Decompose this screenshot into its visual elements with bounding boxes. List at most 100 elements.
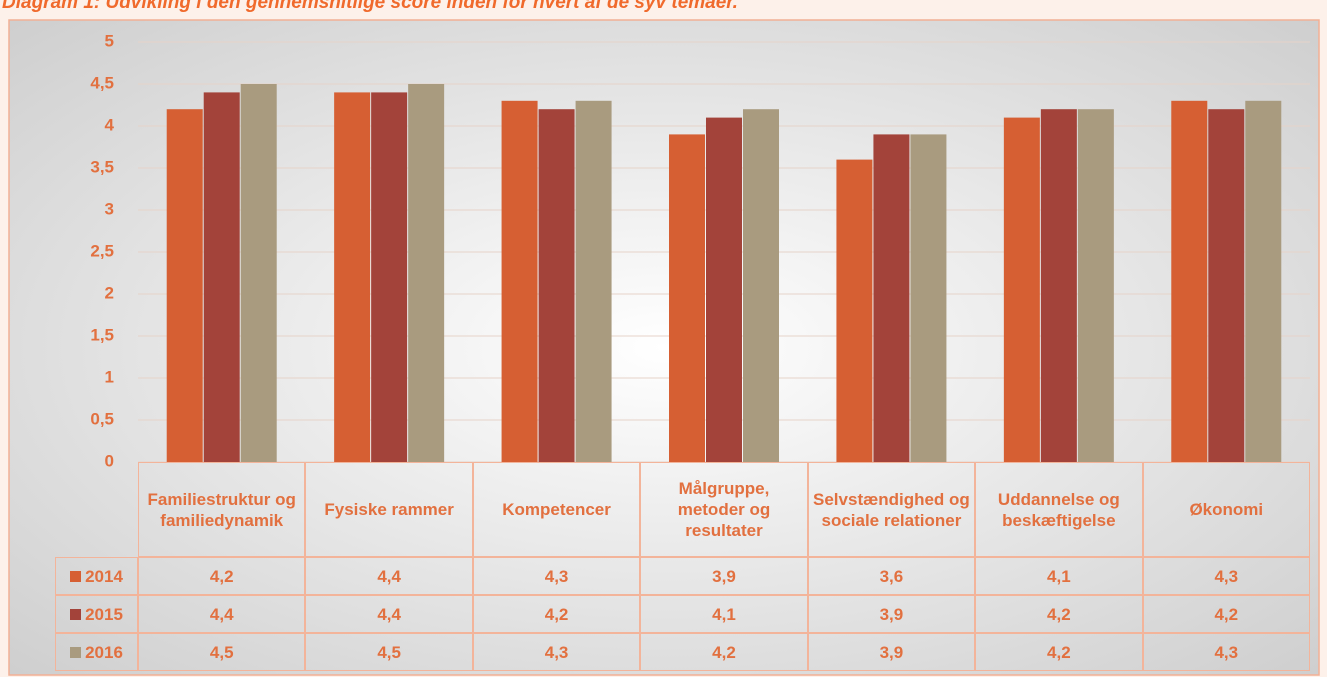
legend-entry: 2014 <box>55 557 138 595</box>
y-tick-label: 0 <box>105 451 114 470</box>
bar <box>166 109 203 462</box>
y-tick-label: 2,5 <box>90 241 114 260</box>
bar <box>1077 109 1114 462</box>
data-label-text: 4,3 <box>1214 566 1239 586</box>
x-tick-label-text: Fysiske rammer <box>324 500 454 519</box>
data-label-text: 4,2 <box>209 566 234 586</box>
bar <box>743 109 779 462</box>
x-tick-label: Selvstændighed og sociale relationer <box>807 462 976 557</box>
bar <box>501 100 538 463</box>
legend-entry: 2016 <box>55 633 138 671</box>
data-label: 4,2 <box>975 595 1143 633</box>
y-tick-label: 0,5 <box>90 409 114 428</box>
bar <box>910 134 947 462</box>
data-label-text: 4,2 <box>1047 642 1071 662</box>
legend-entry: 2015 <box>55 595 138 633</box>
data-label: 4,5 <box>305 633 473 671</box>
x-tick-label-text: Familiestruktur og familiedynamik <box>147 489 296 530</box>
chart-title: Diagram 1: Udvikling i den gennemsnitlig… <box>2 0 738 13</box>
data-label-text: 4,2 <box>1047 604 1071 624</box>
data-label-text: 3,9 <box>712 566 736 586</box>
data-label-text: 4,1 <box>1047 566 1071 586</box>
x-tick-label: Målgruppe, metoder og resultater <box>640 462 808 557</box>
y-tick-label: 1 <box>105 367 114 386</box>
data-label: 4,4 <box>305 595 473 633</box>
data-label: 4,3 <box>472 557 641 595</box>
data-label-text: 4,2 <box>544 604 569 624</box>
data-label: 3,9 <box>807 595 976 633</box>
bar <box>669 134 705 462</box>
x-tick-label-text: Målgruppe, metoder og resultater <box>677 479 771 540</box>
data-label: 4,2 <box>640 633 808 671</box>
data-label: 4,3 <box>1142 633 1310 671</box>
x-tick-label: Uddannelse og beskæftigelse <box>975 462 1143 557</box>
bar <box>538 109 575 462</box>
data-label: 4,4 <box>305 557 473 595</box>
bar <box>203 92 240 463</box>
data-label-text: 3,6 <box>879 566 904 586</box>
data-label: 4,2 <box>1142 595 1310 633</box>
bar <box>1003 117 1040 462</box>
data-label: 4,2 <box>472 595 641 633</box>
bar <box>1208 109 1245 462</box>
x-tick-label-text: Kompetencer <box>502 500 611 519</box>
data-label: 4,5 <box>138 633 306 671</box>
x-tick-label: Fysiske rammer <box>305 462 473 557</box>
y-tick-label: 4 <box>105 115 115 134</box>
data-label-text: 4,2 <box>712 642 736 662</box>
x-tick-label-text: Selvstændighed og sociale relationer <box>813 489 970 530</box>
data-label-text: 4,5 <box>377 642 401 662</box>
data-label: 4,4 <box>138 595 306 633</box>
legend-label: 2016 <box>85 642 123 662</box>
data-label-text: 4,1 <box>712 604 736 624</box>
y-tick-label: 2 <box>105 283 114 302</box>
legend-swatch <box>70 608 82 620</box>
x-tick-label: Økonomi <box>1142 462 1310 557</box>
data-label: 4,3 <box>1142 557 1310 595</box>
x-tick-label-text: Økonomi <box>1189 500 1264 519</box>
bar <box>408 84 445 462</box>
bar <box>240 84 277 462</box>
data-label-text: 4,4 <box>209 604 234 624</box>
data-label-text: 4,4 <box>377 566 401 586</box>
data-label-text: 4,3 <box>544 566 569 586</box>
data-label-text: 3,9 <box>879 604 904 624</box>
legend-label: 2015 <box>85 604 123 624</box>
data-label-text: 3,9 <box>879 642 904 662</box>
data-label: 3,9 <box>640 557 808 595</box>
bar <box>1171 100 1208 463</box>
bar <box>575 100 612 463</box>
bar <box>706 117 742 462</box>
bar <box>873 134 910 462</box>
data-label: 4,1 <box>975 557 1143 595</box>
data-label-text: 4,5 <box>209 642 234 662</box>
y-tick-label: 1,5 <box>90 325 114 344</box>
y-tick-label: 5 <box>105 31 114 50</box>
bar <box>1040 109 1077 462</box>
data-label-text: 4,4 <box>377 604 401 624</box>
data-label: 4,1 <box>640 595 808 633</box>
y-tick-label: 3,5 <box>90 157 114 176</box>
x-tick-label: Familiestruktur og familiedynamik <box>138 462 306 557</box>
data-label: 4,3 <box>472 633 641 671</box>
data-label-text: 4,3 <box>544 642 569 662</box>
bar <box>334 92 371 463</box>
data-label: 4,2 <box>138 557 306 595</box>
bar <box>371 92 408 463</box>
legend-label: 2014 <box>85 566 123 586</box>
data-label: 3,9 <box>807 633 976 671</box>
legend-swatch <box>70 646 82 658</box>
y-tick-label: 3 <box>105 199 114 218</box>
data-label: 4,2 <box>975 633 1143 671</box>
bar <box>1245 100 1282 463</box>
bar <box>836 159 873 462</box>
y-tick-label: 4,5 <box>90 73 114 92</box>
x-tick-label-text: Uddannelse og beskæftigelse <box>997 489 1120 530</box>
data-label-text: 4,2 <box>1214 604 1239 624</box>
data-label: 3,6 <box>807 557 976 595</box>
data-label-text: 4,3 <box>1214 642 1239 662</box>
legend-swatch <box>70 570 82 582</box>
x-tick-label: Kompetencer <box>472 462 641 557</box>
